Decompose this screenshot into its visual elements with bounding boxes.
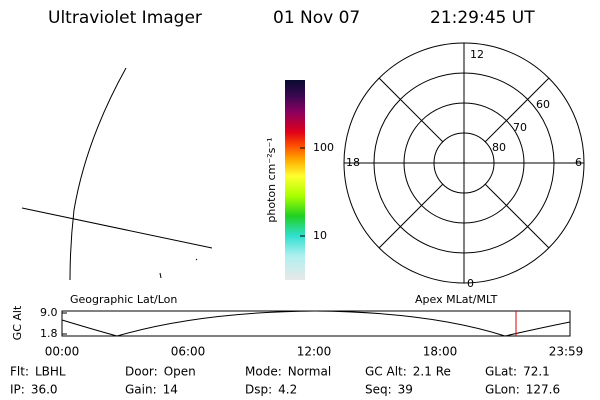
- field-label: GC Alt:: [365, 365, 407, 379]
- colorbar-label: photon cm⁻²s⁻¹: [265, 137, 278, 222]
- colorbar-tick-label: 100: [313, 141, 334, 154]
- x-tick-label: 23:59: [549, 345, 584, 359]
- field-label: Gain:: [125, 383, 157, 397]
- field-label: IP:: [10, 383, 25, 397]
- colorbar: [285, 80, 305, 280]
- x-tick-label: 06:00: [171, 345, 206, 359]
- map-fragment: [195, 258, 198, 261]
- field-value: 4.2: [278, 383, 297, 397]
- y-tick-label: 9.0: [40, 306, 58, 319]
- field-value: Normal: [288, 365, 331, 379]
- altitude-curve: [61, 310, 571, 337]
- x-tick-label: 18:00: [423, 345, 458, 359]
- y-tick-label: 1.8: [40, 327, 58, 340]
- mlt-label: 18: [346, 156, 360, 169]
- polar-grid: [343, 42, 585, 284]
- field-value: Open: [164, 365, 196, 379]
- grid-line: [21, 207, 213, 249]
- mlat-label: 70: [513, 121, 527, 134]
- field-value: 39: [398, 383, 413, 397]
- field-label: GLat:: [485, 365, 517, 379]
- field-label: Flt:: [10, 365, 29, 379]
- mlt-label: 6: [575, 156, 582, 169]
- field-value: 72.1: [523, 365, 550, 379]
- axis-label: GC Alt: [11, 305, 24, 340]
- title: Ultraviolet Imager: [48, 8, 202, 28]
- date: 01 Nov 07: [273, 8, 360, 28]
- time: 21:29:45 UT: [430, 8, 535, 28]
- mlt-label: 0: [467, 277, 474, 290]
- field-label: GLon:: [485, 383, 520, 397]
- colorbar-tick-label: 10: [313, 229, 327, 242]
- coastline: [69, 67, 127, 281]
- field-value: 2.1 Re: [413, 365, 451, 379]
- map-fragment: [159, 272, 162, 279]
- x-tick-label: 12:00: [297, 345, 332, 359]
- mlt-label: 12: [470, 48, 484, 61]
- map-label: Apex MLat/MLT: [415, 293, 498, 306]
- field-value: 127.6: [526, 383, 560, 397]
- field-value: 36.0: [31, 383, 58, 397]
- map-label: Geographic Lat/Lon: [70, 293, 177, 306]
- field-label: Door:: [125, 365, 158, 379]
- mlat-label: 60: [536, 98, 550, 111]
- x-tick-label: 00:00: [45, 345, 80, 359]
- field-label: Dsp:: [245, 383, 272, 397]
- field-value: 14: [163, 383, 178, 397]
- field-label: Seq:: [365, 383, 392, 397]
- field-value: LBHL: [35, 365, 66, 379]
- field-label: Mode:: [245, 365, 282, 379]
- mlat-label: 80: [492, 141, 506, 154]
